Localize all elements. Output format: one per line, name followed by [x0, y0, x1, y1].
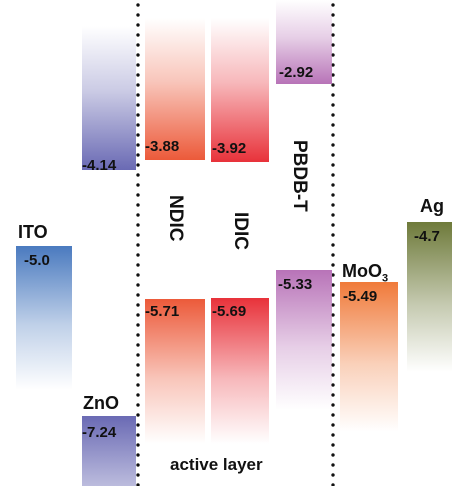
- moo3-band: [340, 282, 398, 432]
- zno-label: ZnO: [83, 393, 119, 413]
- zno-cb-level: -4.14: [82, 157, 117, 174]
- ndic-homo-level: -5.71: [145, 303, 180, 320]
- zno-valence-band: [82, 416, 136, 486]
- pbdbt-label: PBDB-T: [289, 140, 310, 212]
- pbdbt-homo-level: -5.33: [278, 276, 313, 293]
- moo3-label: MoO3: [342, 261, 389, 285]
- idic-homo-level: -5.69: [212, 303, 247, 320]
- active-layer-label: active layer: [170, 455, 263, 474]
- right-boundary-line: [331, 0, 335, 486]
- pbdbt-lumo-level: -2.92: [279, 64, 314, 81]
- ag-band: [407, 222, 452, 372]
- left-boundary-line: [136, 0, 140, 486]
- idic-label: IDIC: [230, 212, 251, 250]
- idic-homo-band: [211, 298, 269, 444]
- ndic-lumo-band: [145, 18, 205, 160]
- ito-band: [16, 246, 72, 390]
- pbdbt-lumo-band: [276, 0, 332, 84]
- pbdbt-homo-band: [276, 270, 332, 410]
- moo3-level: -5.49: [343, 288, 378, 305]
- zno-conduction-band: [82, 26, 136, 170]
- idic-lumo-level: -3.92: [212, 140, 247, 157]
- zno-vb-level: -7.24: [82, 424, 117, 441]
- idic-lumo-band: [211, 18, 269, 162]
- ndic-homo-band: [145, 299, 205, 444]
- ag-level: -4.7: [414, 228, 440, 245]
- ito-label: ITO: [18, 222, 48, 242]
- ndic-label: NDIC: [165, 195, 186, 242]
- ag-label: Ag: [420, 196, 444, 216]
- ito-work-function: -5.0: [24, 252, 50, 269]
- ndic-lumo-level: -3.88: [145, 138, 180, 155]
